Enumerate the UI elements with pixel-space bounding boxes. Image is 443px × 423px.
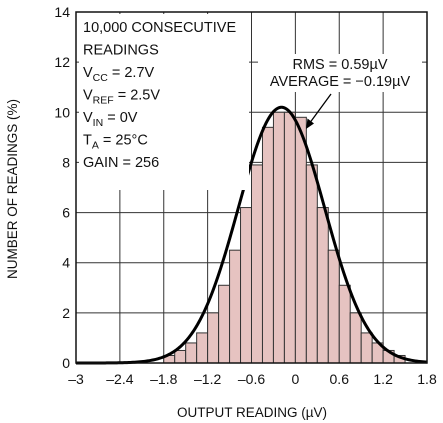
y-tick-label: 6 <box>62 205 70 221</box>
histogram-bar <box>338 284 351 364</box>
y-axis-label: NUMBER OF READINGS (%) <box>5 99 20 279</box>
x-tick-label: 1.8 <box>417 371 437 387</box>
y-tick-label: 12 <box>54 54 70 70</box>
annotation-box-bg <box>79 14 249 190</box>
plot-frame <box>75 11 428 364</box>
x-tick-label: 0 <box>291 371 299 387</box>
y-tick-label: 0 <box>62 355 70 371</box>
histogram-bar <box>229 249 242 364</box>
histogram-bar <box>283 111 296 364</box>
x-axis-label: OUTPUT READING (µV) <box>177 405 327 420</box>
condition-line: READINGS <box>83 43 159 59</box>
annotation-arrow <box>306 93 332 129</box>
gaussian-curve-layer <box>76 105 428 365</box>
x-tick-label: –1.2 <box>194 371 221 387</box>
x-tick-label: 0.6 <box>330 371 350 387</box>
histogram-bar <box>207 312 220 364</box>
histogram-bar <box>196 332 209 364</box>
plot-border <box>75 11 428 364</box>
gaussian-fit-curve <box>76 105 428 365</box>
histogram-bar <box>240 207 252 364</box>
y-tick-label: 10 <box>54 104 70 120</box>
y-tick-label: 14 <box>54 4 70 20</box>
condition-line: VCC = 2.7V <box>83 65 155 84</box>
histogram-bar <box>360 332 373 364</box>
average-annotation: AVERAGE = −0.19µV <box>270 74 411 90</box>
histogram-bar <box>316 207 329 364</box>
histogram-bar <box>185 342 198 364</box>
histogram-bar <box>174 349 187 364</box>
histogram-bar <box>349 312 362 364</box>
condition-line: 10,000 CONSECUTIVE <box>83 20 236 36</box>
tick-labels: –3 –2.4 –1.8 –1.2 –0.6 0 0.6 1.2 1.8 0 2 4 6 8 10 12 14 <box>54 4 437 387</box>
condition-line: VREF = 2.5V <box>83 88 160 107</box>
y-tick-label: 4 <box>62 255 70 271</box>
histogram-bar <box>327 249 340 364</box>
y-tick-label: 2 <box>62 305 70 321</box>
arrow-head <box>306 118 314 129</box>
x-tick-label: 1.2 <box>373 371 393 387</box>
arrow-shaft <box>308 93 332 125</box>
condition-line: TA = 25°C <box>83 133 148 152</box>
x-tick-label: –2.4 <box>106 371 133 387</box>
histogram-bar <box>272 111 285 364</box>
annotations: 10,000 CONSECUTIVE READINGS VCC = 2.7V VREF… <box>79 14 422 190</box>
histogram-bar <box>218 284 231 364</box>
condition-line: GAIN = 256 <box>83 155 159 171</box>
histogram-bar <box>305 164 318 364</box>
condition-line: VIN = 0V <box>83 110 138 129</box>
histogram-bar <box>294 116 307 364</box>
x-tick-label: –0.6 <box>238 371 265 387</box>
conditions-box: 10,000 CONSECUTIVE READINGS VCC = 2.7V VREF… <box>83 20 236 171</box>
histogram-bar <box>261 126 274 364</box>
rms-label-bg <box>258 54 422 92</box>
histogram-bar <box>251 164 263 364</box>
x-tick-label: –3 <box>68 371 84 387</box>
rms-annotation: RMS = 0.59µV <box>293 57 388 73</box>
x-tick-label: –1.8 <box>150 371 177 387</box>
y-tick-label: 8 <box>62 154 70 170</box>
